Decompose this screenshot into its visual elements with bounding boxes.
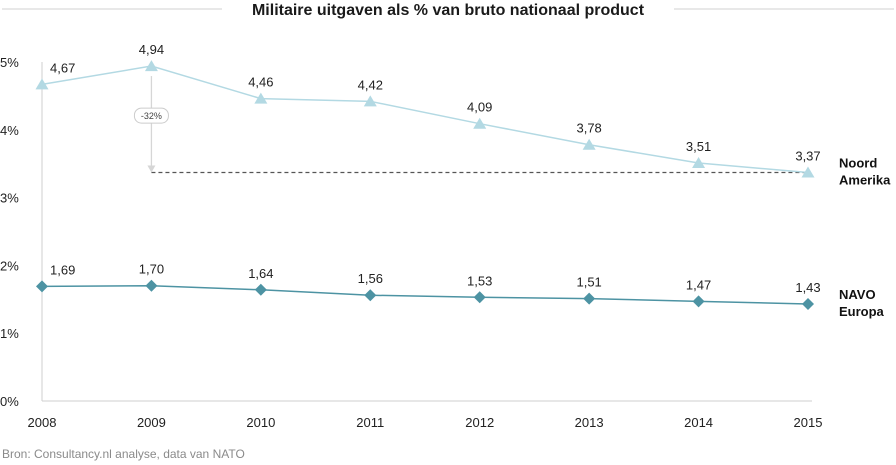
series-point xyxy=(254,92,268,104)
data-label: 1,51 xyxy=(576,275,601,290)
x-axis: 2008 2009 2010 2011 2012 2013 2014 2015 xyxy=(28,400,823,430)
data-label: 3,78 xyxy=(576,121,601,136)
series-point xyxy=(364,289,377,302)
data-label: 1,56 xyxy=(358,271,383,286)
data-label: 1,53 xyxy=(467,273,492,288)
x-tick-label: 2008 xyxy=(28,415,57,430)
series-point xyxy=(473,117,487,129)
annotation-badge xyxy=(133,107,169,124)
series-line-2 xyxy=(41,284,809,305)
series-point xyxy=(363,95,377,107)
series-name-label: Europa xyxy=(839,304,885,319)
series-point xyxy=(144,60,158,72)
series-name-label: Amerika xyxy=(839,173,891,188)
x-tick-label: 2011 xyxy=(356,415,384,430)
series-name-label: Noord xyxy=(839,156,877,171)
series-point xyxy=(473,291,486,304)
data-label: 4,94 xyxy=(139,42,164,57)
data-label: 4,67 xyxy=(50,60,75,75)
annotation-arrow-head xyxy=(147,165,156,173)
series-point xyxy=(692,157,706,169)
series-line-1 xyxy=(41,65,809,174)
chart-title: Militaire uitgaven als % van bruto natio… xyxy=(252,2,645,19)
y-tick-label: 5% xyxy=(0,55,19,70)
y-tick-label: 3% xyxy=(0,191,19,206)
series-name-label: NAVO xyxy=(839,287,876,302)
x-tick-label: 2010 xyxy=(246,415,275,430)
data-label: 1,69 xyxy=(50,262,75,277)
series-point xyxy=(801,166,815,178)
y-tick-label: 4% xyxy=(0,123,19,138)
data-label: 1,70 xyxy=(139,262,164,277)
data-label: 1,64 xyxy=(248,266,273,281)
series-point xyxy=(692,295,705,308)
series-point xyxy=(36,280,48,293)
annotation-text: -32% xyxy=(141,111,162,121)
y-tick-label: 2% xyxy=(0,258,19,273)
series-point xyxy=(254,283,267,296)
series-point xyxy=(582,138,596,150)
source-note: Bron: Consultancy.nl analyse, data van N… xyxy=(2,447,245,461)
series-point xyxy=(802,298,814,311)
y-axis: 0% 1% 2% 3% 4% 5% xyxy=(0,55,43,409)
data-label: 3,37 xyxy=(795,149,820,164)
data-label: 4,09 xyxy=(467,100,492,115)
series-point xyxy=(145,279,158,292)
x-tick-label: 2009 xyxy=(137,415,166,430)
x-tick-label: 2013 xyxy=(575,415,604,430)
x-tick-label: 2012 xyxy=(465,415,494,430)
x-tick-label: 2015 xyxy=(794,415,823,430)
y-tick-label: 1% xyxy=(0,326,19,341)
series-point xyxy=(35,78,49,90)
series-point xyxy=(583,292,596,305)
data-label: 3,51 xyxy=(686,139,711,154)
data-label: 4,46 xyxy=(248,75,273,90)
chart-title-group: Militaire uitgaven als % van bruto natio… xyxy=(2,2,894,19)
y-tick-label: 0% xyxy=(0,394,19,409)
data-label: 1,43 xyxy=(795,280,820,295)
data-label: 4,42 xyxy=(358,77,383,92)
x-tick-label: 2014 xyxy=(684,415,713,430)
chart-marks: -32% 4,67 4,94 4,46 4,42 4,09 3,78 3,51 3,37 Noor… xyxy=(35,42,891,319)
data-label: 1,47 xyxy=(686,277,711,292)
